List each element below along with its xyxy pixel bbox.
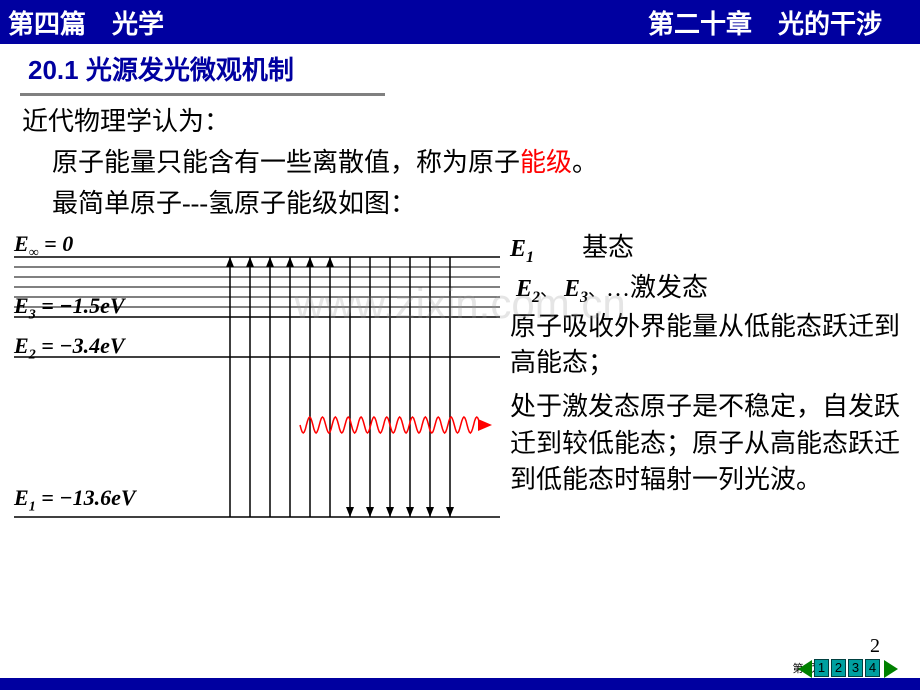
energy-diagram: E∞ = 0 E3 = −1.5eV E2 = −3.4eV E1 = −13.6eV xyxy=(0,225,510,541)
e2-label: E xyxy=(516,276,532,302)
e1-sub: 1 xyxy=(526,249,534,266)
section-title: 20.1 光源发光微观机制 xyxy=(0,44,920,93)
e1-label: E xyxy=(510,236,526,262)
section-number: 20.1 xyxy=(28,55,79,85)
nav-prev-icon[interactable] xyxy=(798,660,812,678)
content-row: E∞ = 0 E3 = −1.5eV E2 = −3.4eV E1 = −13.6eV… xyxy=(0,223,920,541)
nav-4[interactable]: 4 xyxy=(865,659,880,677)
energy-label-Einf: E∞ = 0 xyxy=(14,231,73,261)
line1-pre: 原子能量只能含有一些离散值，称为原子 xyxy=(52,148,520,177)
excited-state: 激发态 xyxy=(630,273,708,302)
ground-state: 基态 xyxy=(582,233,634,262)
line2-paragraph: 最简单原子---氢原子能级如图： xyxy=(0,182,920,223)
energy-label-E1: E1 = −13.6eV xyxy=(14,485,136,515)
line1-paragraph: 原子能量只能含有一些离散值，称为原子能级。 xyxy=(0,141,920,182)
nav-next-icon[interactable] xyxy=(884,660,898,678)
state-line-1: E1 基态 xyxy=(510,227,920,267)
dots: … xyxy=(606,276,630,302)
line1-highlight: 能级 xyxy=(520,148,572,177)
e3-label: E xyxy=(564,276,580,302)
right-paragraph-2: 处于激发态原子是不稳定，自发跃迁到较低能态；原子从高能态跃迁到低能态时辐射一列光… xyxy=(510,381,920,498)
nav-2[interactable]: 2 xyxy=(831,659,846,677)
state-line-2: E2、 E3、…激发态 xyxy=(510,267,920,307)
intro-paragraph: 近代物理学认为： xyxy=(0,96,920,141)
energy-label-E3: E3 = −1.5eV xyxy=(14,293,125,323)
section-name: 光源发光微观机制 xyxy=(86,55,294,85)
header-right: 第二十章 光的干涉 xyxy=(648,4,912,41)
header-left: 第四篇 光学 xyxy=(8,4,164,41)
footer-bar xyxy=(0,678,920,690)
sep1: 、 xyxy=(540,280,558,300)
nav-1[interactable]: 1 xyxy=(814,659,829,677)
e3-sub: 3 xyxy=(580,289,588,306)
energy-label-E2: E2 = −3.4eV xyxy=(14,333,125,363)
footer: 1 2 3 4 xyxy=(0,654,920,690)
e2-sub: 2 xyxy=(532,289,540,306)
sep2: 、 xyxy=(588,280,606,300)
nav-buttons: 1 2 3 4 xyxy=(798,659,898,678)
line1-post: 。 xyxy=(572,148,598,177)
right-text-column: E1 基态 E2、 E3、…激发态 原子吸收外界能量从低能态跃迁到高能态； 处于… xyxy=(510,225,920,541)
nav-3[interactable]: 3 xyxy=(848,659,863,677)
slide-header: 第四篇 光学 第二十章 光的干涉 xyxy=(0,0,920,44)
right-paragraph-1: 原子吸收外界能量从低能态跃迁到高能态； xyxy=(510,307,920,382)
